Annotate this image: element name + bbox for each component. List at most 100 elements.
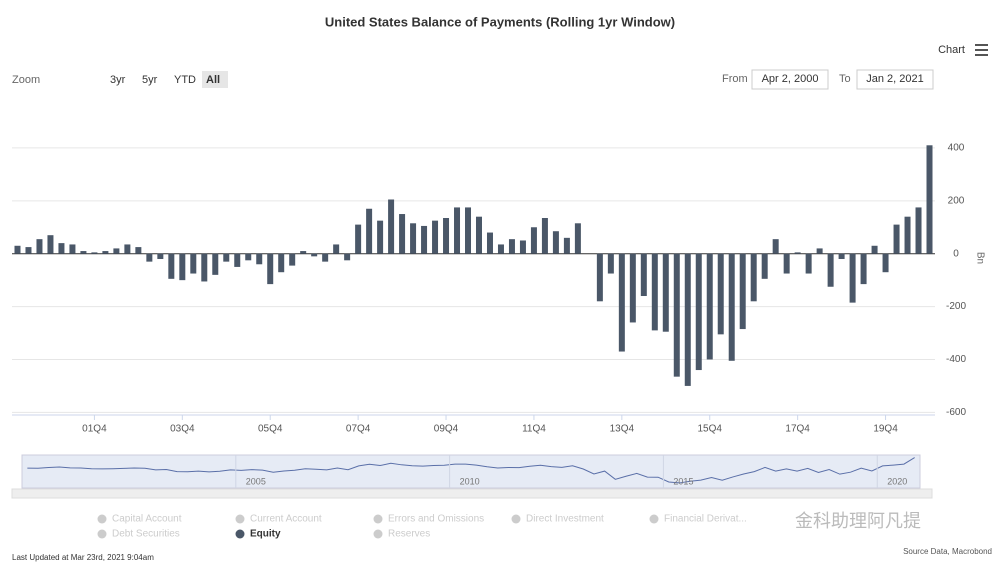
footer-left: Last Updated at Mar 23rd, 2021 9:04am xyxy=(12,553,154,562)
y-axis-label: Bn xyxy=(974,252,985,264)
y-tick-label: 200 xyxy=(948,195,965,206)
bar xyxy=(201,253,208,282)
bar xyxy=(421,225,428,254)
to-input[interactable] xyxy=(856,69,934,90)
bar xyxy=(14,245,21,254)
x-tick-label: 15Q4 xyxy=(698,424,723,435)
bar xyxy=(662,253,669,332)
bar xyxy=(102,251,109,254)
bar xyxy=(508,239,515,254)
bar xyxy=(860,253,867,285)
from-input[interactable] xyxy=(751,69,829,90)
navigator-tick-label: 2005 xyxy=(246,476,266,486)
x-tick-label: 05Q4 xyxy=(258,424,283,435)
bar xyxy=(761,253,768,279)
bar xyxy=(871,245,878,254)
bar xyxy=(146,253,153,262)
to-label: To xyxy=(839,73,851,85)
legend-item[interactable]: Reserves xyxy=(388,529,430,540)
from-value: Apr 2, 2000 xyxy=(762,73,819,85)
bar xyxy=(816,248,823,254)
bar xyxy=(69,244,76,254)
x-tick-label: 13Q4 xyxy=(610,424,635,435)
navigator[interactable] xyxy=(21,454,921,489)
bar xyxy=(311,253,318,257)
bar xyxy=(399,214,406,254)
bar xyxy=(36,239,43,254)
legend-item[interactable]: Capital Account xyxy=(112,514,182,525)
bar xyxy=(475,216,482,254)
legend-item[interactable]: Direct Investment xyxy=(526,514,604,525)
bar xyxy=(706,253,713,360)
bar xyxy=(25,247,32,254)
legend-item[interactable]: Financial Derivat... xyxy=(664,514,747,525)
bar xyxy=(113,248,120,254)
to-value: Jan 2, 2021 xyxy=(866,73,924,85)
bar xyxy=(750,253,757,302)
bar xyxy=(926,145,933,254)
legend-item[interactable]: Errors and Omissions xyxy=(388,514,484,525)
bar xyxy=(618,253,625,352)
bar xyxy=(882,253,889,273)
menu-label[interactable]: Chart xyxy=(938,44,965,56)
bar xyxy=(596,253,603,302)
zoom-button[interactable]: 5yr xyxy=(142,74,158,86)
bar xyxy=(190,253,197,274)
bar xyxy=(915,207,922,254)
navigator-tick-label: 2015 xyxy=(673,476,693,486)
zoom-button[interactable]: YTD xyxy=(174,74,196,86)
bar xyxy=(157,253,164,259)
bar xyxy=(344,253,351,261)
x-tick-label: 19Q4 xyxy=(873,424,898,435)
bar xyxy=(124,244,131,254)
bar xyxy=(563,237,570,254)
bar xyxy=(179,253,186,281)
legend-marker xyxy=(235,529,245,539)
bar xyxy=(530,227,537,254)
bar xyxy=(432,220,439,254)
legend-marker xyxy=(649,514,659,524)
navigator-line xyxy=(27,457,915,484)
x-tick-label: 01Q4 xyxy=(82,424,107,435)
legend-marker xyxy=(511,514,521,524)
bar xyxy=(300,251,307,254)
bar xyxy=(333,244,340,254)
bar xyxy=(497,244,504,254)
zoom-label: Zoom xyxy=(12,74,40,86)
bar xyxy=(47,235,54,254)
legend-marker xyxy=(235,514,245,524)
bar xyxy=(629,253,636,323)
footer-right: Source Data, Macrobond xyxy=(903,547,992,556)
y-tick-label: 400 xyxy=(948,143,965,154)
legend-item[interactable]: Equity xyxy=(250,529,281,540)
legend-item[interactable]: Current Account xyxy=(250,514,322,525)
bar xyxy=(355,224,362,254)
menu-icon[interactable] xyxy=(975,44,988,56)
bar xyxy=(322,253,329,262)
chart-title: United States Balance of Payments (Rolli… xyxy=(325,14,675,29)
bar xyxy=(168,253,175,279)
bar xyxy=(410,223,417,254)
x-tick-label: 07Q4 xyxy=(346,424,371,435)
zoom-button[interactable]: 3yr xyxy=(110,74,126,86)
zoom-button[interactable]: All xyxy=(206,74,220,86)
legend-marker xyxy=(373,514,383,524)
bar xyxy=(695,253,702,371)
legend-marker xyxy=(373,529,383,539)
bar xyxy=(717,253,724,335)
navigator-tick-label: 2010 xyxy=(460,476,480,486)
bar xyxy=(91,252,98,254)
legend-item[interactable]: Debt Securities xyxy=(112,529,180,540)
legend-marker xyxy=(97,529,107,539)
bar xyxy=(366,208,373,254)
bar xyxy=(904,216,911,254)
bar xyxy=(135,247,142,254)
bar xyxy=(223,253,230,262)
scrollbar[interactable] xyxy=(11,488,933,499)
x-tick-label: 03Q4 xyxy=(170,424,195,435)
bar xyxy=(684,253,691,386)
bar xyxy=(245,253,252,261)
bar xyxy=(443,218,450,254)
legend-marker xyxy=(97,514,107,524)
bar xyxy=(541,218,548,254)
